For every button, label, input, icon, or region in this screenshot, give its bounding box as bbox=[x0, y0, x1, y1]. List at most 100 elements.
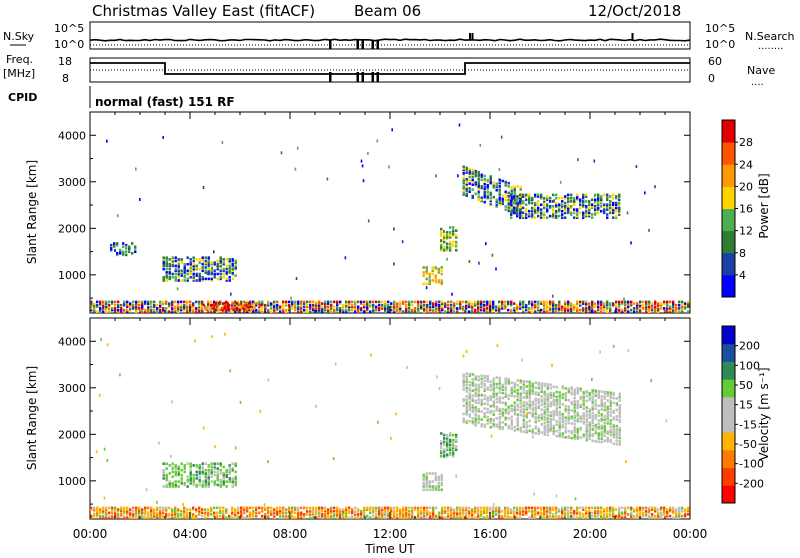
heatmap-cell bbox=[333, 509, 336, 513]
heatmap-cell bbox=[180, 513, 183, 516]
heatmap-cell bbox=[315, 506, 318, 510]
nsky-series-line bbox=[89, 38, 691, 42]
heatmap-cell bbox=[180, 305, 183, 309]
heatmap-cell bbox=[477, 421, 480, 424]
heatmap-cell bbox=[594, 426, 597, 430]
heatmap-cell bbox=[226, 303, 229, 307]
heatmap-cell bbox=[534, 193, 537, 197]
heatmap-cell bbox=[615, 300, 618, 304]
heatmap-cell bbox=[603, 431, 606, 434]
heatmap-cell bbox=[510, 427, 513, 430]
heatmap-cell bbox=[441, 516, 444, 519]
heatmap-cell bbox=[552, 294, 554, 298]
heatmap-cell bbox=[131, 242, 134, 245]
heatmap-cell bbox=[465, 419, 468, 423]
heatmap-cell bbox=[477, 393, 480, 397]
heatmap-cell bbox=[225, 307, 228, 310]
heatmap-cell bbox=[618, 439, 621, 443]
heatmap-cell bbox=[561, 396, 564, 400]
heatmap-cell bbox=[618, 395, 621, 399]
heatmap-cell bbox=[462, 172, 465, 175]
heatmap-cell bbox=[528, 397, 531, 400]
heatmap-cell bbox=[639, 300, 642, 304]
heatmap-cell bbox=[543, 382, 546, 386]
heatmap-cell bbox=[522, 201, 525, 205]
heatmap-cell bbox=[213, 462, 216, 465]
heatmap-cell bbox=[171, 307, 174, 310]
heatmap-cell bbox=[486, 508, 489, 511]
heatmap-cell bbox=[234, 303, 237, 307]
heatmap-cell bbox=[474, 169, 477, 173]
x-tick-label: 12:00 bbox=[373, 527, 408, 541]
heatmap-cell bbox=[207, 300, 210, 304]
colorbar-segment bbox=[722, 120, 735, 143]
heatmap-cell bbox=[297, 506, 300, 510]
heatmap-cell bbox=[471, 394, 474, 397]
heatmap-cell bbox=[594, 413, 597, 417]
colorbar-tick-label: -15 bbox=[739, 418, 757, 431]
heatmap-cell bbox=[546, 433, 549, 437]
heatmap-cell bbox=[531, 509, 534, 513]
heatmap-cell bbox=[96, 514, 99, 518]
heatmap-cell bbox=[567, 198, 570, 202]
heatmap-cell bbox=[375, 508, 378, 511]
heatmap-cell bbox=[297, 302, 300, 305]
heatmap-cell bbox=[105, 310, 108, 313]
heatmap-cell bbox=[522, 300, 525, 304]
heatmap-cell bbox=[198, 308, 201, 312]
heatmap-cell bbox=[141, 303, 144, 307]
heatmap-cell bbox=[561, 213, 564, 216]
heatmap-cell bbox=[138, 508, 141, 511]
heatmap-cell bbox=[294, 302, 297, 305]
heatmap-cell bbox=[582, 435, 585, 438]
heatmap-cell bbox=[192, 302, 195, 305]
heatmap-cell bbox=[564, 300, 567, 304]
heatmap-cell bbox=[336, 509, 339, 513]
heatmap-cell bbox=[534, 392, 537, 396]
heatmap-cell bbox=[624, 300, 627, 304]
heatmap-cell bbox=[552, 398, 555, 402]
heatmap-cell bbox=[543, 394, 546, 397]
heatmap-cell bbox=[474, 399, 477, 403]
heatmap-cell bbox=[222, 483, 225, 487]
heatmap-cell bbox=[449, 443, 452, 447]
heatmap-cell bbox=[171, 462, 174, 465]
heatmap-cell bbox=[354, 516, 357, 519]
heatmap-cell bbox=[141, 310, 144, 313]
heatmap-cell bbox=[192, 310, 195, 313]
heatmap-cell bbox=[411, 508, 414, 511]
heatmap-cell bbox=[384, 513, 387, 516]
heatmap-cell bbox=[255, 303, 258, 307]
heatmap-cell bbox=[162, 256, 165, 259]
heatmap-cell bbox=[687, 509, 690, 513]
heatmap-cell bbox=[513, 196, 516, 200]
heatmap-cell bbox=[422, 483, 425, 487]
heatmap-cell bbox=[411, 308, 414, 312]
heatmap-cell bbox=[570, 196, 573, 200]
heatmap-cell bbox=[594, 402, 597, 406]
heatmap-cell bbox=[425, 480, 428, 483]
heatmap-cell bbox=[549, 514, 552, 518]
heatmap-cell bbox=[462, 188, 465, 191]
heatmap-cell bbox=[603, 390, 606, 394]
heatmap-cell bbox=[552, 200, 555, 203]
heatmap-cell bbox=[135, 508, 138, 511]
heatmap-cell bbox=[678, 516, 681, 519]
heatmap-cell bbox=[303, 305, 306, 309]
heatmap-cell bbox=[471, 399, 474, 402]
heatmap-cell bbox=[570, 409, 573, 412]
heatmap-cell bbox=[387, 506, 390, 510]
heatmap-cell bbox=[486, 407, 489, 411]
heatmap-cell bbox=[579, 200, 582, 203]
heatmap-cell bbox=[108, 308, 111, 312]
heatmap-cell bbox=[123, 303, 126, 307]
heatmap-cell bbox=[357, 305, 360, 309]
power-ylabel: Slant Range [km] bbox=[25, 160, 39, 264]
heatmap-cell bbox=[486, 410, 489, 414]
heatmap-cell bbox=[600, 196, 603, 200]
heatmap-cell bbox=[618, 208, 621, 211]
heatmap-cell bbox=[375, 509, 378, 513]
heatmap-cell bbox=[525, 429, 528, 432]
heatmap-cell bbox=[495, 400, 498, 404]
heatmap-cell bbox=[537, 208, 540, 211]
